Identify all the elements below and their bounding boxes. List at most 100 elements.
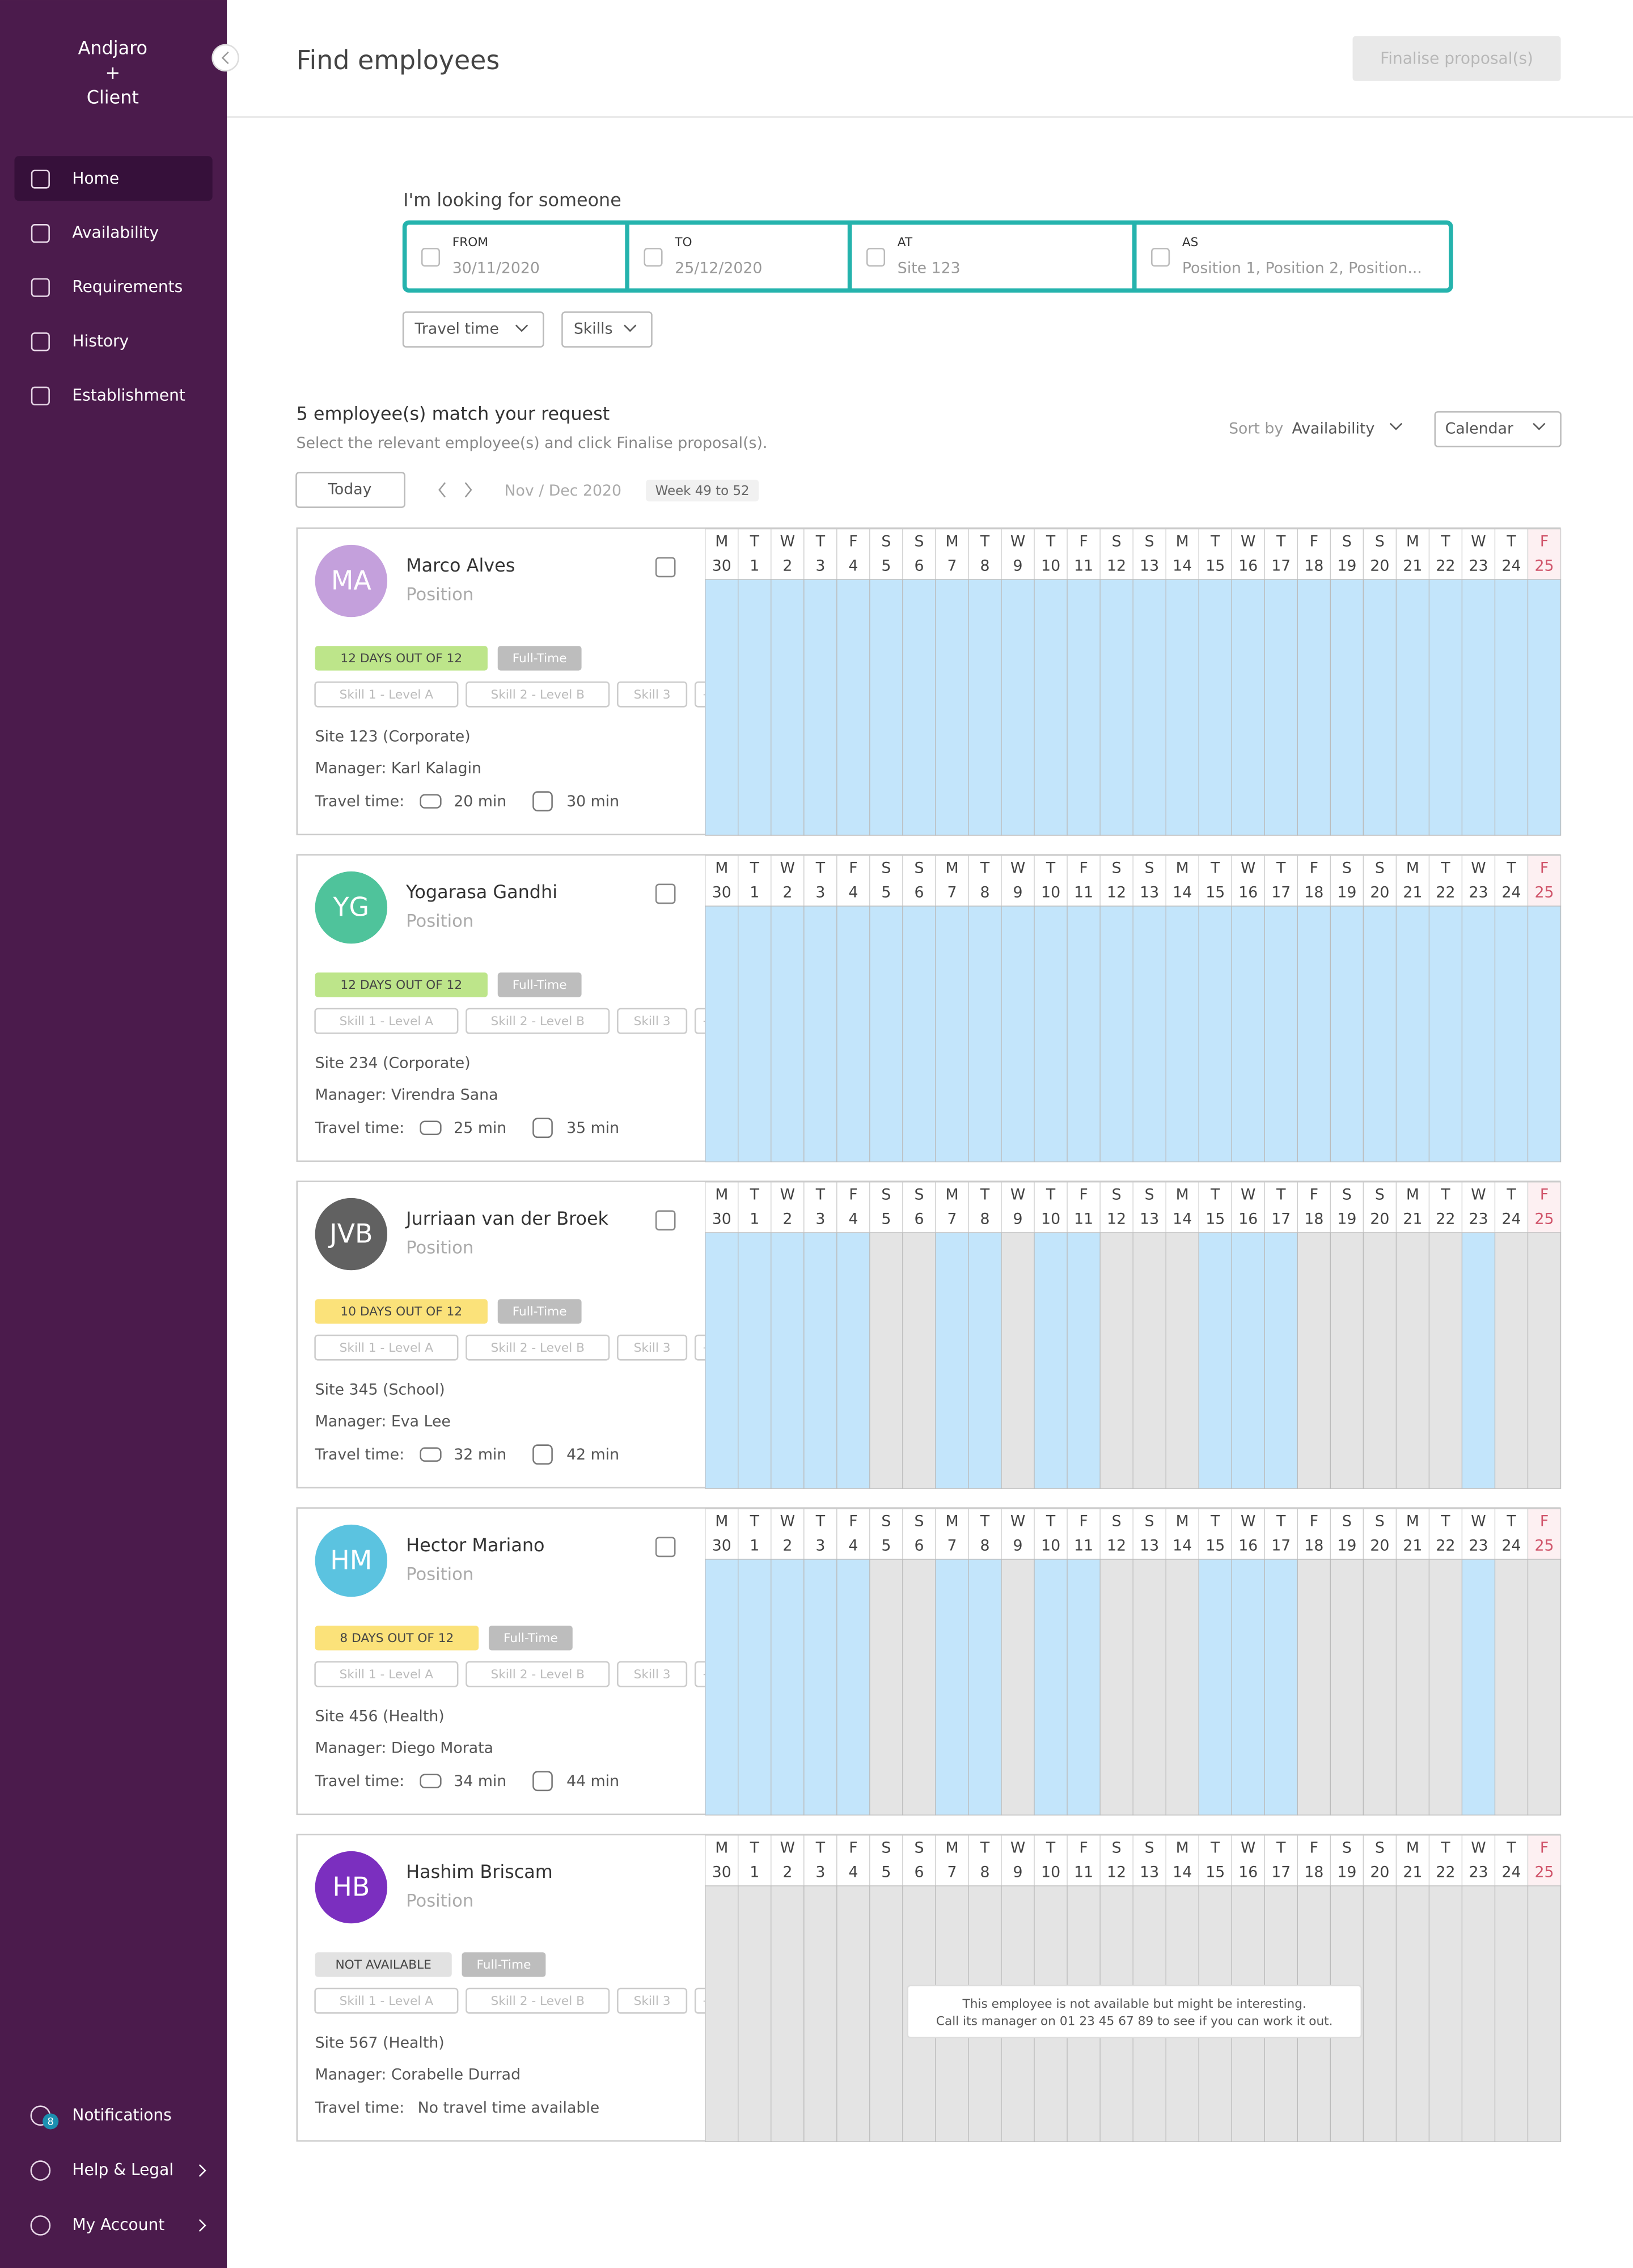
day-cell xyxy=(1165,579,1199,836)
day-letter: S xyxy=(1112,532,1122,550)
select-checkbox[interactable] xyxy=(655,557,676,578)
sort-value[interactable]: Availability xyxy=(1292,420,1375,437)
contract-badge xyxy=(462,1952,546,1977)
collapse-button[interactable] xyxy=(211,44,239,72)
day-date: 3 xyxy=(815,557,825,575)
day-header xyxy=(803,1508,837,1560)
contract-badge xyxy=(488,1626,573,1651)
day-letter: T xyxy=(815,1839,826,1856)
day-date: 18 xyxy=(1304,884,1323,902)
availability-badge-text: 8 DAYS OUT OF 12 xyxy=(340,1631,454,1645)
select-checkbox[interactable] xyxy=(655,1210,676,1231)
day-header xyxy=(1034,1182,1068,1233)
day-header xyxy=(1132,1835,1166,1886)
day-letter: S xyxy=(914,859,924,877)
day-date: 9 xyxy=(1013,884,1023,902)
day-letter: T xyxy=(1276,532,1286,550)
day-date: 16 xyxy=(1238,1537,1258,1555)
filter-dropdown[interactable] xyxy=(402,311,544,348)
notification-badge xyxy=(43,2113,59,2130)
results-summary: 5 employee(s) match your request xyxy=(296,403,610,424)
finalise-button[interactable] xyxy=(1352,36,1561,81)
day-date: 21 xyxy=(1403,1211,1422,1228)
day-date: 16 xyxy=(1238,1211,1258,1228)
day-cell xyxy=(771,1885,805,2142)
day-date: 30 xyxy=(712,1211,731,1228)
day-letter: M xyxy=(715,1186,728,1203)
day-header xyxy=(935,1835,969,1886)
day-date: 23 xyxy=(1469,1537,1488,1555)
today-button[interactable] xyxy=(295,472,405,508)
day-letter: T xyxy=(980,1186,990,1203)
day-cell xyxy=(1297,1232,1331,1489)
day-letter: T xyxy=(1506,1512,1516,1530)
day-cell xyxy=(968,905,1002,1162)
day-cell xyxy=(1297,905,1331,1162)
day-cell xyxy=(1395,1559,1430,1816)
day-header xyxy=(935,1182,969,1233)
day-cell xyxy=(705,905,739,1162)
day-date: 18 xyxy=(1304,1864,1323,1881)
day-letter: S xyxy=(914,1839,924,1856)
availability-badge-text: 12 DAYS OUT OF 12 xyxy=(340,978,462,992)
field-value: 25/12/2020 xyxy=(675,260,762,277)
day-header xyxy=(902,528,936,580)
day-date: 2 xyxy=(782,884,792,902)
day-letter: T xyxy=(1210,859,1220,877)
avatar-initials: HM xyxy=(330,1545,372,1576)
day-header xyxy=(803,855,837,907)
day-cell xyxy=(738,1885,772,2142)
select-checkbox[interactable] xyxy=(655,1537,676,1558)
day-cell xyxy=(836,1232,870,1489)
contract-text: Full-Time xyxy=(513,978,567,992)
day-letter: T xyxy=(1276,859,1286,877)
day-header xyxy=(705,1508,739,1560)
next-arrow[interactable] xyxy=(464,482,472,498)
filter-label: Travel time xyxy=(414,320,498,338)
day-letter: W xyxy=(1471,1839,1486,1856)
day-header xyxy=(1264,1182,1298,1233)
skill-tag xyxy=(314,1008,459,1034)
day-letter: T xyxy=(980,532,990,550)
manager: Manager: Corabelle Durrad xyxy=(315,2066,521,2083)
day-cell xyxy=(1198,1559,1232,1816)
view-dropdown[interactable] xyxy=(1434,411,1562,447)
day-letter: F xyxy=(1540,1186,1549,1203)
day-date: 7 xyxy=(947,557,957,575)
prev-arrow[interactable] xyxy=(438,482,446,498)
bottom-item: Help & Legal xyxy=(72,2160,174,2179)
employee-position: Position xyxy=(406,1238,473,1258)
day-cell xyxy=(1001,1559,1035,1816)
skill-tag xyxy=(466,1334,610,1361)
day-date: 17 xyxy=(1271,884,1291,902)
day-cell xyxy=(1231,905,1265,1162)
skill-text: Skill 2 - Level B xyxy=(490,1994,585,2008)
day-date: 24 xyxy=(1501,884,1521,902)
day-cell xyxy=(738,579,772,836)
day-cell xyxy=(705,579,739,836)
site: Site 567 (Health) xyxy=(315,2034,445,2051)
day-header xyxy=(1067,1182,1101,1233)
day-letter: W xyxy=(1010,532,1025,550)
day-letter: S xyxy=(881,1512,891,1530)
day-header xyxy=(1231,528,1265,580)
day-cell xyxy=(1395,905,1430,1162)
day-cell xyxy=(1001,1232,1035,1489)
day-header xyxy=(1099,1835,1133,1886)
select-checkbox[interactable] xyxy=(655,883,676,904)
nav-icon xyxy=(31,332,50,352)
day-date: 10 xyxy=(1041,884,1060,902)
day-date: 12 xyxy=(1107,1211,1126,1228)
travel-label: Travel time: xyxy=(315,1446,404,1463)
day-date: 21 xyxy=(1403,1537,1422,1555)
contract-badge xyxy=(497,972,582,997)
day-date: 18 xyxy=(1304,1537,1323,1555)
transit-icon xyxy=(532,1118,553,1139)
filter-dropdown[interactable] xyxy=(561,311,653,348)
day-letter: S xyxy=(1375,859,1385,877)
day-date: 21 xyxy=(1403,884,1422,902)
day-cell xyxy=(705,1559,739,1816)
day-date: 13 xyxy=(1140,1537,1159,1555)
day-header xyxy=(1132,855,1166,907)
day-date: 16 xyxy=(1238,884,1258,902)
